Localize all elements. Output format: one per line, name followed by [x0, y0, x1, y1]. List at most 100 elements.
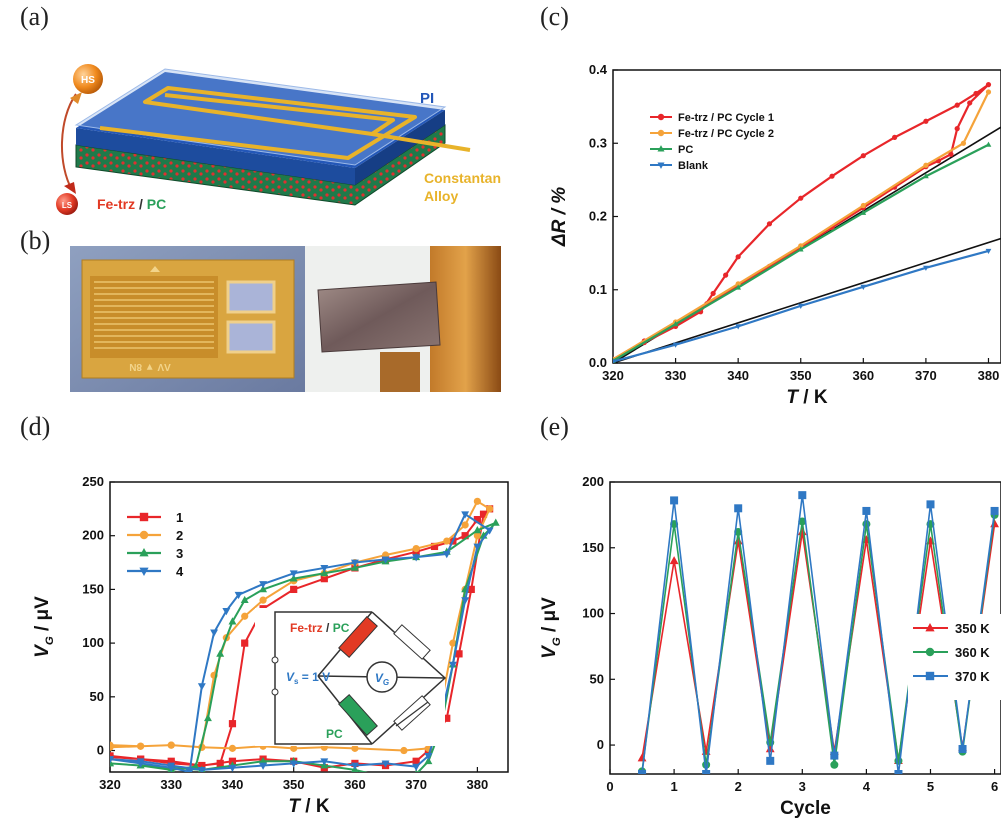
- legend-label: 1: [176, 510, 183, 525]
- legend-label: 370 K: [955, 669, 990, 684]
- y-tick-label: 150: [582, 540, 604, 555]
- data-point: [892, 134, 898, 140]
- series-line: [641, 494, 996, 774]
- x-tick-label: 360: [852, 368, 874, 383]
- data-point: [259, 585, 268, 593]
- fe-pc-inset-label: Fe-trz / PC: [290, 621, 350, 635]
- terminal: [271, 688, 279, 696]
- legend-marker: [925, 647, 935, 657]
- data-point: [486, 505, 494, 513]
- pc-resistor: [338, 694, 378, 736]
- data-point: [167, 741, 175, 749]
- data-point: [412, 763, 421, 771]
- data-point: [259, 762, 268, 770]
- data-point: [766, 221, 773, 227]
- legend-marker: [139, 512, 149, 522]
- data-point: [381, 760, 390, 768]
- x-tick-label: 370: [915, 368, 937, 383]
- x-tick-label: 1: [670, 779, 677, 794]
- x-tick-label: 330: [160, 777, 182, 792]
- panel-label-d: (d): [20, 412, 51, 441]
- data-point: [735, 281, 741, 287]
- y-tick-label: 0.1: [589, 282, 607, 297]
- legend-marker: [657, 162, 665, 169]
- data-point: [765, 744, 775, 753]
- data-point: [473, 515, 481, 524]
- legend-marker: [657, 129, 665, 137]
- data-point: [110, 756, 114, 764]
- data-point: [985, 82, 992, 88]
- x-tick-label: 0: [606, 779, 613, 794]
- data-point: [710, 290, 716, 297]
- data-point: [259, 756, 268, 765]
- legend-label: Fe-trz / PC Cycle 2: [678, 128, 774, 140]
- series-group: [613, 82, 1001, 363]
- data-point: [473, 543, 482, 551]
- data-point: [960, 140, 967, 146]
- x-axis-title: T / K: [786, 387, 827, 408]
- data-point: [350, 559, 359, 567]
- legend-d: 1 2 3 4: [127, 510, 184, 579]
- y-tick-label: 150: [82, 581, 104, 596]
- galvanometer: [366, 661, 398, 693]
- series-line: [110, 500, 491, 752]
- plot-area-d: 320 330 340 350 360 370 380 0 50 100 150 200 250 T / …: [32, 474, 509, 817]
- data-point: [735, 324, 742, 330]
- series-group: [637, 491, 999, 774]
- series-group: [110, 497, 500, 772]
- data-point: [137, 742, 145, 750]
- legend-marker: [139, 530, 149, 540]
- y-tick-label: 0.0: [589, 355, 607, 370]
- x-tick-label: 5: [927, 779, 934, 794]
- data-point: [954, 126, 960, 132]
- x-axis-title: T / K: [288, 796, 329, 817]
- data-point: [210, 629, 219, 637]
- x-tick-label: 6: [991, 779, 998, 794]
- data-point: [491, 518, 500, 526]
- data-point: [136, 758, 145, 766]
- plot-frame: [109, 481, 509, 773]
- ref-resistor: [393, 624, 431, 660]
- legend-label: Fe-trz / PC Cycle 1: [678, 112, 774, 124]
- y-tick-label: 0.2: [589, 209, 607, 224]
- y-tick-label: 50: [590, 671, 604, 686]
- panel-label-b: (b): [20, 226, 51, 255]
- y-tick-label: 200: [582, 474, 604, 489]
- x-tick-label: 350: [790, 368, 812, 383]
- legend-marker: [657, 113, 665, 121]
- data-point: [473, 526, 482, 534]
- data-point: [443, 537, 451, 545]
- variable-arrow: [395, 701, 429, 727]
- data-point: [234, 591, 243, 600]
- data-point: [829, 173, 835, 179]
- data-point: [350, 563, 359, 571]
- data-point: [424, 753, 433, 761]
- data-point: [967, 100, 973, 106]
- data-point: [798, 517, 807, 526]
- data-point: [702, 770, 711, 774]
- data-point: [412, 544, 420, 553]
- legend-marker: [139, 567, 149, 577]
- pc-inset-label: PC: [326, 727, 343, 741]
- data-point: [735, 254, 741, 260]
- data-point: [860, 284, 867, 290]
- data-point: [461, 532, 469, 540]
- data-point: [985, 141, 992, 147]
- data-point: [669, 556, 679, 565]
- y-tick-label: 100: [582, 606, 604, 621]
- x-tick-label: 370: [405, 777, 427, 792]
- fe-trz-resistor: [338, 616, 378, 658]
- legend-marker: [925, 622, 935, 632]
- data-point: [216, 759, 224, 768]
- data-point: [723, 272, 729, 278]
- y-tick-label: 0: [597, 737, 604, 752]
- panel-label-a: (a): [20, 2, 49, 31]
- data-point: [289, 570, 298, 578]
- x-tick-label: 360: [344, 777, 366, 792]
- plot-area-e: 0 1 2 3 4 5 6 0 50 100 150 200 Cycle VG / μV 350 K 360 …: [539, 474, 1001, 819]
- data-point: [412, 554, 421, 562]
- data-point: [860, 209, 867, 215]
- data-point: [461, 597, 470, 605]
- data-point: [735, 284, 742, 290]
- data-point: [473, 532, 481, 540]
